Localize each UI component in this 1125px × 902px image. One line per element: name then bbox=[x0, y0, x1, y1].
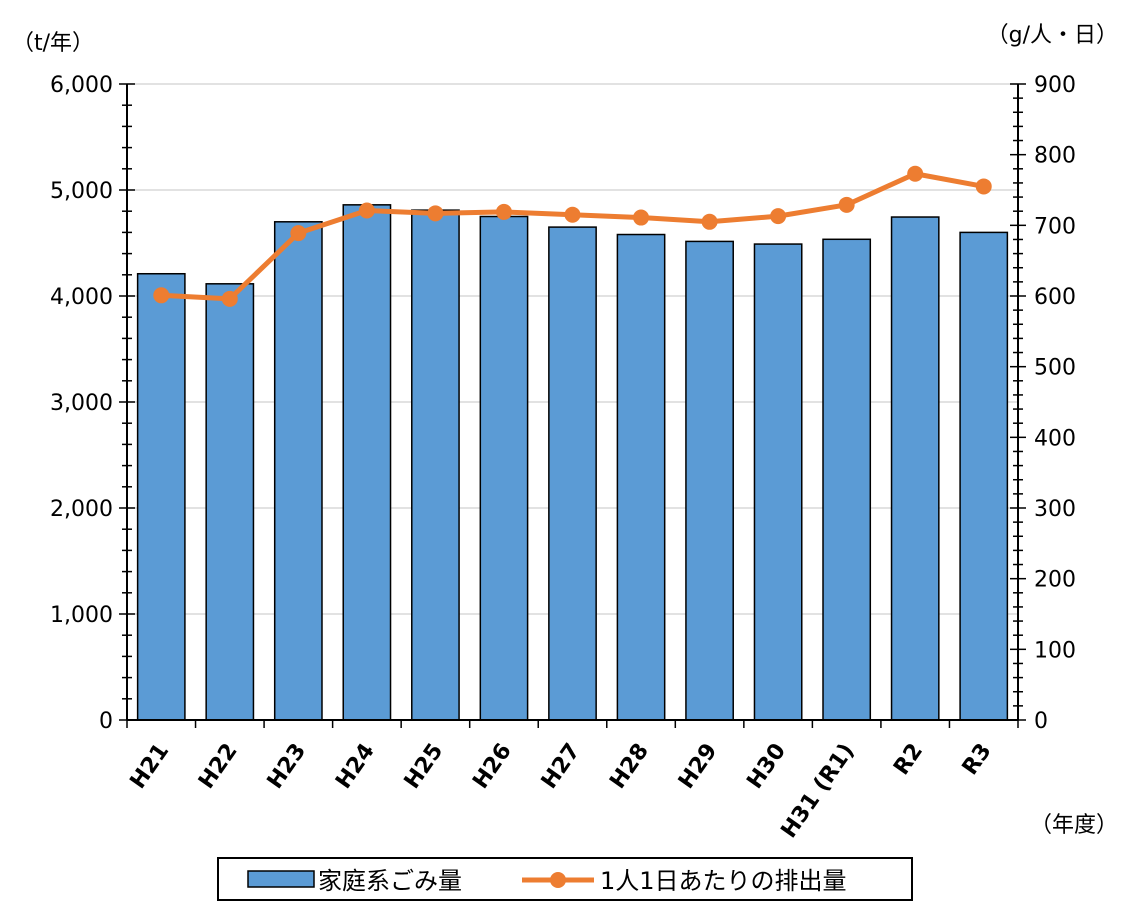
bar-H31 (R1) bbox=[822, 238, 872, 721]
x-tick-label: H21 bbox=[126, 739, 175, 794]
left-tick-label: 6,000 bbox=[50, 73, 113, 98]
left-tick-label: 4,000 bbox=[50, 285, 113, 310]
bar-H22 bbox=[205, 283, 255, 721]
left-tick-label: 0 bbox=[99, 709, 113, 734]
line-point-H24 bbox=[358, 202, 375, 219]
x-axis-unit: （年度） bbox=[1030, 813, 1118, 838]
x-tick-label: H29 bbox=[674, 739, 723, 794]
right-tick-label: 0 bbox=[1034, 709, 1048, 734]
right-tick-label: 400 bbox=[1034, 426, 1076, 451]
bar-H23 bbox=[273, 221, 323, 721]
line-point-H22 bbox=[221, 290, 238, 307]
x-tick-label: H26 bbox=[468, 739, 517, 794]
right-tick-label: 500 bbox=[1034, 356, 1076, 381]
legend-line-marker bbox=[550, 872, 566, 888]
left-axis-unit: （t/年） bbox=[12, 31, 94, 56]
axes bbox=[119, 83, 1026, 728]
line-point-H26 bbox=[495, 203, 512, 220]
bar-H27 bbox=[548, 226, 597, 721]
line-point-H25 bbox=[427, 205, 444, 222]
line-point-H28 bbox=[633, 209, 650, 226]
right-axis-ticks: 0 100 200 300 400 500 600 700 800 900 bbox=[1034, 73, 1076, 734]
x-tick-label: H27 bbox=[537, 739, 586, 794]
line-point-H23 bbox=[290, 225, 307, 242]
bar-H30 bbox=[753, 243, 803, 721]
bar-H29 bbox=[685, 240, 734, 721]
bar-H24 bbox=[342, 204, 392, 721]
left-tick-label: 1,000 bbox=[50, 603, 113, 628]
x-tick-label: R3 bbox=[958, 739, 997, 780]
bar-H28 bbox=[616, 233, 666, 721]
right-tick-label: 700 bbox=[1034, 214, 1076, 239]
x-tick-label: R2 bbox=[889, 739, 928, 780]
right-tick-label: 300 bbox=[1034, 497, 1076, 522]
bar-H25 bbox=[411, 209, 460, 721]
line-point-H31 (R1) bbox=[838, 196, 855, 213]
x-tick-label: H28 bbox=[605, 739, 654, 794]
legend-line-label: 1人1日あたりの排出量 bbox=[600, 867, 847, 895]
bar-R3 bbox=[959, 231, 1009, 721]
line-point-H29 bbox=[701, 213, 718, 230]
legend-bar-label: 家庭系ごみ量 bbox=[318, 867, 462, 895]
line-point-H27 bbox=[564, 206, 581, 223]
x-tick-label: H24 bbox=[331, 739, 380, 794]
left-tick-label: 2,000 bbox=[50, 497, 113, 522]
line-point-H21 bbox=[153, 287, 170, 304]
bar-H21 bbox=[136, 272, 186, 721]
line-series bbox=[153, 165, 992, 307]
left-axis-ticks: 0 1,000 2,000 3,000 4,000 5,000 6,000 bbox=[50, 73, 113, 734]
line-point-R2 bbox=[907, 165, 924, 182]
right-tick-label: 200 bbox=[1034, 568, 1076, 593]
left-tick-label: 5,000 bbox=[50, 179, 113, 204]
right-axis-unit: （g/人・日） bbox=[987, 23, 1118, 48]
x-tick-label: H22 bbox=[194, 739, 243, 794]
right-tick-label: 100 bbox=[1034, 638, 1076, 663]
x-tick-label: H25 bbox=[400, 739, 449, 794]
bar-series bbox=[136, 204, 1009, 721]
right-tick-label: 900 bbox=[1034, 73, 1076, 98]
line-point-R3 bbox=[975, 178, 992, 195]
x-tick-label: H30 bbox=[742, 739, 791, 794]
bar-R2 bbox=[890, 216, 940, 721]
left-tick-label: 3,000 bbox=[50, 391, 113, 416]
line-point-H30 bbox=[770, 208, 787, 225]
right-tick-label: 800 bbox=[1034, 144, 1076, 169]
legend-bar-swatch bbox=[247, 870, 315, 888]
right-tick-label: 600 bbox=[1034, 285, 1076, 310]
x-tick-label: H23 bbox=[263, 739, 312, 794]
bar-H26 bbox=[479, 215, 529, 721]
legend: 家庭系ごみ量 1人1日あたりの排出量 bbox=[217, 857, 913, 901]
